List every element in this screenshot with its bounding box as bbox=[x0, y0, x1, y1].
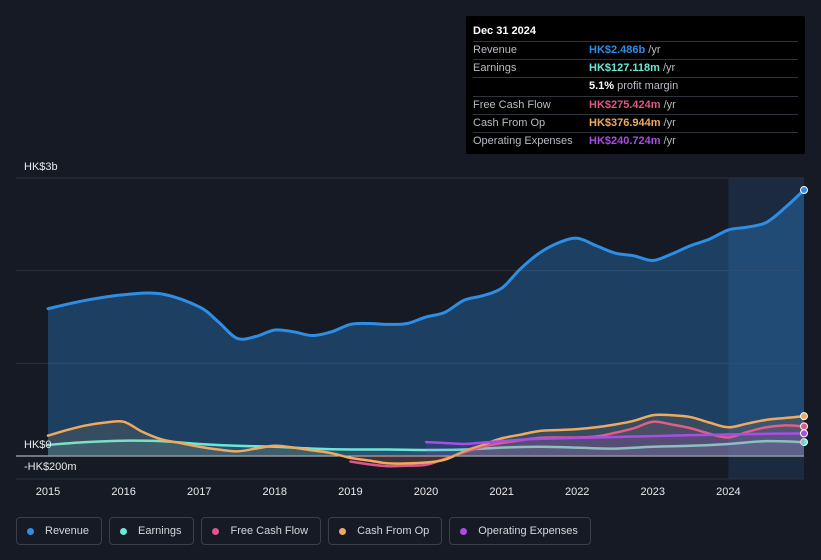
y-tick-label: HK$3b bbox=[24, 161, 58, 173]
x-tick-label: 2023 bbox=[641, 486, 665, 498]
series-endpoint-earnings bbox=[800, 438, 808, 447]
legend-dot-icon bbox=[120, 527, 128, 535]
tooltip-unit: /yr bbox=[663, 134, 676, 147]
legend-item-cash-from-op[interactable]: Cash From Op bbox=[328, 517, 443, 545]
tooltip-row-revenue: Revenue HK$2.486b /yr bbox=[473, 42, 798, 61]
tooltip-label: Earnings bbox=[473, 62, 517, 75]
y-tick-label: -HK$200m bbox=[24, 461, 77, 473]
x-tick-label: 2018 bbox=[263, 486, 287, 498]
x-tick-label: 2016 bbox=[111, 486, 135, 498]
legend-dot-icon bbox=[339, 527, 347, 535]
legend-item-earnings[interactable]: Earnings bbox=[109, 517, 195, 545]
x-tick-label: 2022 bbox=[565, 486, 589, 498]
tooltip-label bbox=[473, 78, 589, 95]
tooltip-value: HK$376.944m bbox=[589, 116, 661, 129]
legend-item-operating-expenses[interactable]: Operating Expenses bbox=[449, 517, 591, 545]
x-tick-label: 2017 bbox=[187, 486, 211, 498]
tooltip-label: Revenue bbox=[473, 44, 518, 56]
tooltip-unit: /yr bbox=[648, 44, 661, 56]
x-tick-label: 2019 bbox=[338, 486, 362, 498]
x-tick-label: 2021 bbox=[489, 486, 513, 498]
tooltip-value: HK$2.486b bbox=[589, 44, 646, 56]
legend-label: Earnings bbox=[138, 525, 182, 537]
tooltip-row-profit-margin: 5.1% profit margin bbox=[473, 78, 798, 97]
x-tick-label: 2024 bbox=[716, 486, 740, 498]
series-line-revenue bbox=[46, 188, 806, 341]
tooltip-unit: /yr bbox=[662, 62, 676, 75]
legend-dot-icon bbox=[212, 527, 220, 535]
tooltip-date: Dec 31 2024 bbox=[473, 16, 798, 42]
tooltip-value: HK$127.118m bbox=[589, 62, 660, 75]
y-tick-label: HK$0 bbox=[24, 439, 52, 451]
tooltip-row-cash-from-op: Cash From Op HK$376.944m /yr bbox=[473, 115, 798, 133]
chart-legend: Revenue Earnings Free Cash Flow Cash Fro… bbox=[16, 517, 598, 545]
tooltip-value: 5.1% bbox=[589, 80, 615, 93]
legend-label: Revenue bbox=[45, 525, 90, 537]
series-area-operating-expenses bbox=[426, 433, 804, 456]
tooltip-unit: /yr bbox=[663, 116, 676, 129]
tooltip-row-operating-expenses: Operating Expenses HK$240.724m /yr bbox=[473, 133, 798, 150]
legend-item-free-cash-flow[interactable]: Free Cash Flow bbox=[201, 517, 322, 545]
series-area-revenue bbox=[48, 190, 804, 456]
tooltip-label: Cash From Op bbox=[473, 116, 546, 129]
series-endpoint-cash-from-op bbox=[800, 412, 808, 421]
tooltip-value: HK$275.424m bbox=[589, 98, 661, 111]
series-line-cash-from-op bbox=[46, 413, 806, 465]
legend-dot-icon bbox=[460, 527, 468, 535]
tooltip-unit: profit margin bbox=[617, 80, 679, 93]
tooltip-unit: /yr bbox=[663, 98, 676, 111]
tooltip-row-earnings: Earnings HK$127.118m /yr bbox=[473, 60, 798, 79]
series-endpoint-revenue bbox=[800, 186, 808, 195]
legend-label: Free Cash Flow bbox=[230, 525, 309, 537]
data-tooltip: Dec 31 2024 Revenue HK$2.486b /yr Earnin… bbox=[466, 16, 805, 154]
series-area-free-cash-flow bbox=[350, 421, 804, 467]
tooltip-label: Operating Expenses bbox=[473, 134, 573, 147]
series-endpoint-operating-expenses bbox=[800, 429, 808, 438]
x-tick-label: 2020 bbox=[414, 486, 438, 498]
legend-item-revenue[interactable]: Revenue bbox=[16, 517, 103, 545]
legend-dot-icon bbox=[27, 527, 34, 535]
tooltip-value: HK$240.724m bbox=[589, 134, 661, 147]
series-line-operating-expenses bbox=[424, 432, 806, 446]
legend-label: Cash From Op bbox=[357, 525, 430, 537]
tooltip-row-free-cash-flow: Free Cash Flow HK$275.424m /yr bbox=[473, 97, 798, 115]
x-tick-label: 2015 bbox=[36, 486, 60, 498]
legend-label: Operating Expenses bbox=[478, 525, 578, 537]
tooltip-label: Free Cash Flow bbox=[473, 98, 551, 111]
